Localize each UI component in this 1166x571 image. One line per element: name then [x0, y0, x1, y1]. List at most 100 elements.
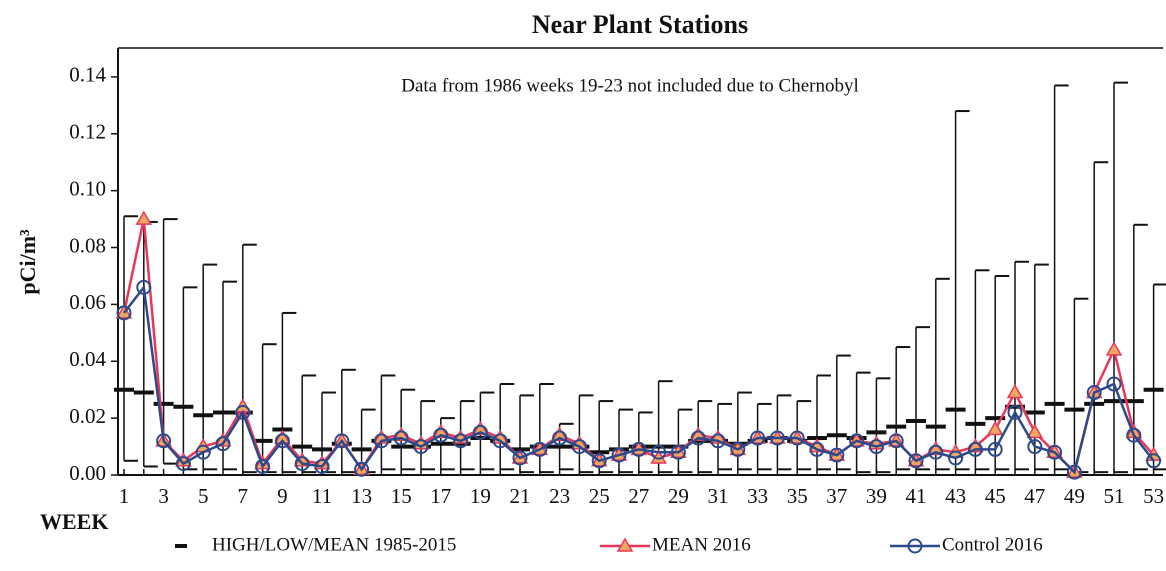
- y-tick-label: 0.08: [69, 233, 106, 257]
- series-marker: [472, 421, 489, 436]
- x-tick-label: 49: [1064, 484, 1085, 508]
- series-marker: [809, 441, 825, 457]
- series-marker: [1146, 453, 1162, 469]
- series-marker: [373, 433, 389, 449]
- series-marker: [1106, 376, 1122, 392]
- series-marker: [294, 456, 310, 472]
- series-marker: [986, 421, 1004, 436]
- x-tick-label: 47: [1024, 484, 1045, 508]
- series-marker: [829, 447, 845, 463]
- series-marker: [1047, 444, 1063, 460]
- series-marker: [670, 444, 686, 460]
- series-marker: [512, 450, 528, 466]
- series-marker: [987, 441, 1003, 457]
- series-marker: [750, 430, 766, 446]
- chart-title: Near Plant Stations: [532, 10, 748, 39]
- series-marker: [274, 429, 291, 444]
- series-marker: [789, 430, 805, 446]
- series-marker: [710, 433, 726, 449]
- x-tick-label: 9: [277, 484, 288, 508]
- series-marker: [432, 423, 450, 439]
- series-marker: [1007, 404, 1023, 420]
- series-marker: [908, 453, 924, 469]
- series-marker: [651, 444, 667, 460]
- y-tick-label: 0.10: [69, 176, 106, 200]
- x-tick-label: 15: [391, 484, 412, 508]
- series-marker: [690, 430, 706, 446]
- x-axis-label: WEEK: [40, 509, 108, 534]
- series-marker: [492, 433, 508, 449]
- y-tick-label: 0.06: [69, 290, 106, 314]
- series-marker: [552, 430, 568, 446]
- series-marker: [433, 427, 449, 443]
- series-marker: [928, 444, 944, 460]
- series-marker: [453, 433, 469, 449]
- x-tick-label: 51: [1104, 484, 1125, 508]
- x-tick-label: 53: [1143, 484, 1164, 508]
- series-marker: [314, 458, 330, 474]
- series-marker: [948, 450, 964, 466]
- series-marker: [1086, 385, 1102, 401]
- x-tick-label: 3: [158, 484, 169, 508]
- legend-label: HIGH/LOW/MEAN 1985-2015: [212, 534, 456, 555]
- series-marker: [888, 433, 904, 449]
- y-axis-label: pCi/m³: [15, 229, 40, 295]
- x-tick-label: 39: [866, 484, 887, 508]
- series-marker: [392, 426, 410, 441]
- series-marker: [927, 440, 945, 456]
- x-tick-label: 19: [470, 484, 491, 508]
- series-marker: [849, 433, 865, 449]
- x-tick-label: 7: [238, 484, 249, 508]
- series-marker: [967, 441, 983, 457]
- x-tick-label: 43: [945, 484, 966, 508]
- series-marker: [631, 441, 647, 457]
- series-marker: [689, 426, 707, 441]
- series-marker: [354, 461, 370, 477]
- y-tick-label: 0.04: [69, 347, 106, 371]
- series-marker: [472, 424, 488, 440]
- series-marker: [274, 433, 290, 449]
- x-tick-label: 17: [430, 484, 451, 508]
- series-marker: [235, 404, 251, 420]
- series-marker: [393, 430, 409, 446]
- y-tick-label: 0.12: [69, 120, 106, 144]
- series-marker: [413, 439, 429, 455]
- series-marker: [136, 279, 152, 295]
- x-tick-label: 41: [906, 484, 927, 508]
- series-marker: [135, 210, 153, 225]
- x-tick-label: 35: [787, 484, 808, 508]
- x-tick-label: 33: [747, 484, 768, 508]
- legend-label: MEAN 2016: [652, 534, 751, 555]
- series-marker: [195, 444, 211, 460]
- x-tick-label: 25: [589, 484, 610, 508]
- x-tick-label: 45: [985, 484, 1006, 508]
- series-marker: [769, 430, 785, 446]
- series-marker: [1006, 384, 1024, 399]
- legend-label: Control 2016: [942, 534, 1043, 555]
- series-marker: [591, 453, 607, 469]
- legend-marker: [907, 538, 923, 554]
- x-tick-label: 29: [668, 484, 689, 508]
- x-tick-label: 23: [549, 484, 570, 508]
- series-marker: [175, 456, 191, 472]
- annotation: Data from 1986 weeks 19-23 not included …: [401, 75, 858, 96]
- series-marker: [1126, 427, 1142, 443]
- series-marker: [868, 439, 884, 455]
- x-tick-label: 31: [708, 484, 729, 508]
- x-tick-label: 27: [628, 484, 649, 508]
- y-tick-label: 0.14: [69, 63, 106, 87]
- series-marker: [1105, 341, 1123, 356]
- series-marker: [551, 426, 568, 441]
- x-tick-label: 5: [198, 484, 209, 508]
- series-marker: [1125, 423, 1143, 439]
- x-tick-label: 1: [119, 484, 130, 508]
- series-marker: [1026, 423, 1044, 439]
- series-marker: [730, 441, 746, 457]
- series-marker: [611, 447, 627, 463]
- series-marker: [532, 441, 548, 457]
- series-marker: [334, 433, 350, 449]
- x-tick-label: 21: [510, 484, 531, 508]
- x-tick-label: 13: [351, 484, 372, 508]
- x-tick-label: 11: [312, 484, 332, 508]
